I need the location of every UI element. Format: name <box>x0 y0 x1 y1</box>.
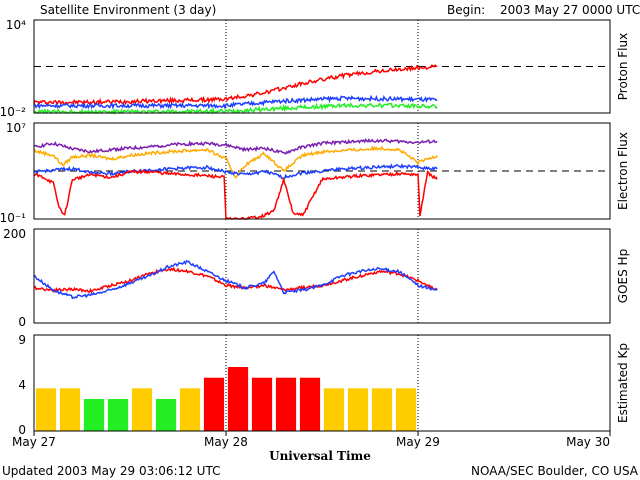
kp-bar <box>275 377 297 431</box>
kp-bar <box>155 399 177 431</box>
kp-bar <box>59 388 81 431</box>
kp-bar <box>347 388 369 431</box>
kp-bar <box>371 388 393 431</box>
kp-bar <box>395 388 417 431</box>
y-tick-label: 10⁴ <box>6 18 26 32</box>
y-axis-label: Electron Flux <box>616 132 630 210</box>
x-axis: May 27 May 28 May 29 May 30 <box>12 431 611 449</box>
credit-text: NOAA/SEC Boulder, CO USA <box>471 464 639 478</box>
y-tick-label: 9 <box>18 333 26 347</box>
kp-bar <box>227 367 249 431</box>
kp-bar <box>251 377 273 431</box>
kp-bar <box>35 388 57 431</box>
series-line-blue <box>33 94 438 110</box>
y-tick-label: 10⁻¹ <box>0 211 26 225</box>
series-line-blue <box>33 163 438 180</box>
y-axis-label: Estimated Kp <box>616 343 630 423</box>
y-tick-label: 0 <box>18 423 26 437</box>
chart-title: Satellite Environment (3 day) <box>40 3 216 17</box>
kp-bar <box>299 377 321 431</box>
panel-frame <box>33 122 611 220</box>
y-tick-label: 0 <box>18 315 26 329</box>
begin-value: 2003 May 27 0000 UTC <box>500 3 640 17</box>
x-axis-label: Universal Time <box>269 449 371 463</box>
series-line-red <box>33 168 438 221</box>
panel-frame <box>33 228 611 324</box>
panels: 10⁴ 10⁻² Proton Flux 10⁷ 10⁻¹ Electron Flux 20… <box>0 18 630 437</box>
panel-4: 9 4 0 Estimated Kp <box>18 333 630 437</box>
y-tick-label: 10⁷ <box>6 121 26 135</box>
y-tick-label: 10⁻² <box>0 105 26 119</box>
kp-bar <box>179 388 201 431</box>
series-line-blue <box>33 259 438 300</box>
x-tick-label: May 29 <box>396 435 440 449</box>
x-tick-label: May 27 <box>12 435 56 449</box>
panel-2: 10⁷ 10⁻¹ Electron Flux <box>0 121 630 225</box>
panel-1: 10⁴ 10⁻² Proton Flux <box>0 18 630 119</box>
panel-frame <box>33 334 611 432</box>
kp-bar <box>131 388 153 431</box>
y-axis-label: Proton Flux <box>616 33 630 100</box>
series-line-red <box>33 64 438 106</box>
y-tick-label: 4 <box>18 378 26 392</box>
panel-3: 200 0 GOES Hp <box>3 227 630 329</box>
x-tick-label: May 30 <box>566 435 610 449</box>
kp-bar <box>323 388 345 431</box>
series-line-orange <box>33 145 438 179</box>
series-line-red <box>33 266 438 294</box>
begin-label: Begin: <box>447 3 485 17</box>
panel-frame <box>33 19 611 114</box>
y-tick-label: 200 <box>3 227 26 241</box>
series-line-purple <box>34 137 438 155</box>
y-axis-label: GOES Hp <box>616 249 630 303</box>
kp-bar <box>107 399 129 431</box>
updated-text: Updated 2003 May 29 03:06:12 UTC <box>2 464 220 478</box>
kp-bar <box>203 377 225 431</box>
kp-bar <box>83 399 105 431</box>
x-tick-label: May 28 <box>204 435 248 449</box>
